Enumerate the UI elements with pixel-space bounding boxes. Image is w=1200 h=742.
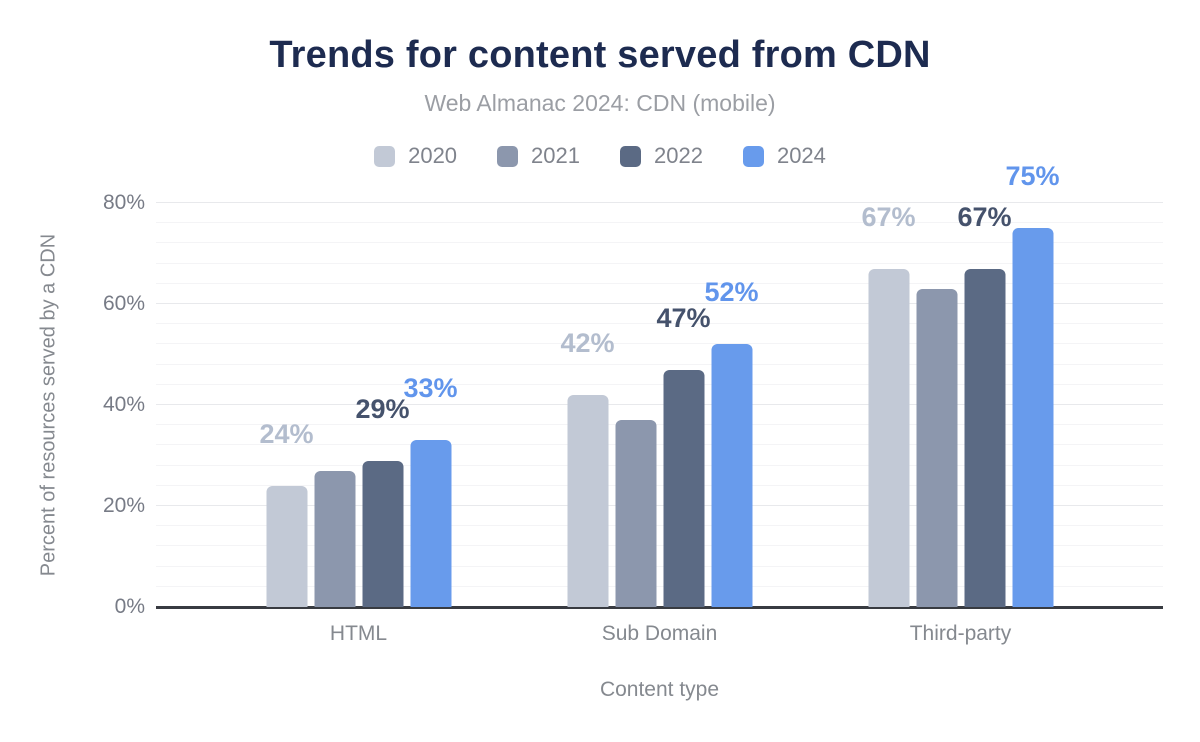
bar-group: 42% 47% 52% xyxy=(560,203,759,607)
bar-third-party-2022[interactable] xyxy=(964,268,1005,607)
bar-value-label-2020: 24% xyxy=(259,418,314,449)
bar-sub-domain-2021[interactable] xyxy=(615,420,656,607)
legend-item-2021[interactable]: 2021 xyxy=(497,143,580,169)
minor-gridline-28 xyxy=(156,464,1163,466)
bar-sub-domain-2024[interactable] xyxy=(711,344,752,607)
bar-slot-2021 xyxy=(314,203,355,607)
minor-gridline-52 xyxy=(156,343,1163,345)
major-gridline-80 xyxy=(156,202,1163,203)
legend-swatch-2021 xyxy=(497,145,519,167)
chart-legend: 2020 2021 2022 2024 xyxy=(0,143,1200,169)
legend-label: 2024 xyxy=(776,143,826,168)
y-tick-label-80: 80% xyxy=(102,191,145,214)
bar-value-label-2020: 67% xyxy=(861,201,916,232)
major-gridline-20 xyxy=(156,505,1163,506)
bar-value-label-2022: 29% xyxy=(355,393,410,424)
x-axis-line xyxy=(156,606,1163,609)
bar-slot-2021 xyxy=(615,203,656,607)
minor-gridline-4 xyxy=(156,585,1163,587)
chart-subtitle: Web Almanac 2024: CDN (mobile) xyxy=(424,90,776,116)
bar-third-party-2021[interactable] xyxy=(916,288,957,607)
bar-sub-domain-2022[interactable] xyxy=(663,369,704,607)
minor-gridline-48 xyxy=(156,363,1163,365)
bar-slot-2022: 47% xyxy=(656,203,711,607)
category-group-sub-domain: 42% 47% 52% Sub Domain xyxy=(509,203,810,645)
legend-item-2020[interactable]: 2020 xyxy=(374,143,457,169)
legend-swatch-2022 xyxy=(620,145,641,167)
bar-slot-2024: 33% xyxy=(403,203,458,607)
minor-gridline-56 xyxy=(156,323,1163,325)
bar-slot-2020: 67% xyxy=(861,202,916,607)
bar-value-label-2020: 42% xyxy=(560,327,615,358)
chart-title: Trends for content served from CDN xyxy=(269,34,931,76)
major-gridline-60 xyxy=(156,303,1163,304)
legend-swatch-2020 xyxy=(374,145,396,167)
bar-third-party-2020[interactable] xyxy=(868,268,909,607)
minor-gridline-16 xyxy=(156,525,1163,527)
minor-gridline-12 xyxy=(156,545,1163,547)
minor-gridline-8 xyxy=(156,565,1163,567)
legend-label: 2022 xyxy=(654,143,703,168)
bar-slot-2020: 24% xyxy=(259,203,314,607)
y-tick-label-20: 20% xyxy=(102,494,145,517)
legend-label: 2021 xyxy=(531,143,580,168)
minor-gridline-76 xyxy=(156,222,1163,224)
plot-area: 24% 29% 33% HTML 42% 47% 52% Sub Domain 67% 67% 75… xyxy=(156,161,1163,645)
legend-swatch-2024 xyxy=(742,145,764,167)
bar-value-label-2022: 47% xyxy=(656,302,711,333)
categories-container: 24% 29% 33% HTML 42% 47% 52% Sub Domain 67% 67% 75… xyxy=(156,161,1163,645)
bar-value-label-2024: 33% xyxy=(403,373,458,404)
legend-label: 2020 xyxy=(408,143,458,168)
y-tick-label-60: 60% xyxy=(102,292,145,315)
minor-gridline-44 xyxy=(156,383,1163,385)
x-category-label: Third-party xyxy=(909,622,1012,645)
x-category-label: HTML xyxy=(329,622,388,645)
bar-html-2020[interactable] xyxy=(266,485,307,607)
bar-third-party-2024[interactable] xyxy=(1012,228,1053,607)
y-tick-label-40: 40% xyxy=(102,393,145,416)
bar-value-label-2024: 52% xyxy=(704,277,759,308)
bar-group: 67% 67% 75% xyxy=(861,161,1060,607)
bar-group: 24% 29% 33% xyxy=(259,203,458,607)
minor-gridline-64 xyxy=(156,282,1163,284)
bar-sub-domain-2020[interactable] xyxy=(567,394,608,607)
bar-html-2022[interactable] xyxy=(362,460,403,607)
major-gridline-40 xyxy=(156,404,1163,405)
x-axis-title: Content type xyxy=(599,678,720,701)
bar-slot-2020: 42% xyxy=(560,203,615,607)
bar-slot-2021 xyxy=(916,203,957,607)
bar-value-label-2022: 67% xyxy=(957,201,1012,232)
bar-slot-2024: 75% xyxy=(1005,161,1060,607)
x-category-label: Sub Domain xyxy=(601,622,718,645)
category-group-third-party: 67% 67% 75% Third-party xyxy=(810,161,1111,645)
bar-html-2021[interactable] xyxy=(314,470,355,607)
y-tick-label-0: 0% xyxy=(114,595,145,618)
minor-gridline-68 xyxy=(156,262,1163,264)
minor-gridline-36 xyxy=(156,424,1163,426)
bar-slot-2024: 52% xyxy=(704,203,759,607)
minor-gridline-72 xyxy=(156,242,1163,244)
bar-slot-2022: 29% xyxy=(355,203,410,607)
bar-html-2024[interactable] xyxy=(410,440,451,607)
legend-item-2024[interactable]: 2024 xyxy=(742,143,826,169)
y-axis-title: Percent of resources served by a CDN xyxy=(37,233,60,577)
bar-value-label-2024: 75% xyxy=(1005,161,1060,192)
minor-gridline-32 xyxy=(156,444,1163,446)
legend-item-2022[interactable]: 2022 xyxy=(620,143,703,169)
bar-slot-2022: 67% xyxy=(957,202,1012,607)
category-group-html: 24% 29% 33% HTML xyxy=(208,203,509,645)
minor-gridline-24 xyxy=(156,484,1163,486)
